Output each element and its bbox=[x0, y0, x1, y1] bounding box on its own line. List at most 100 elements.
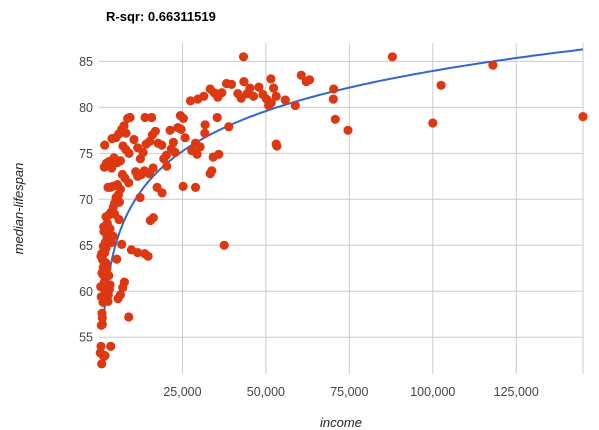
data-point bbox=[157, 188, 167, 198]
data-point bbox=[107, 163, 117, 173]
data-point bbox=[108, 231, 118, 241]
data-point bbox=[97, 359, 107, 369]
data-point bbox=[436, 80, 446, 90]
data-point bbox=[121, 145, 131, 155]
data-point bbox=[124, 312, 134, 322]
trendline bbox=[102, 48, 584, 319]
x-axis-title: income bbox=[320, 415, 362, 430]
data-point bbox=[113, 294, 123, 304]
data-point bbox=[190, 138, 201, 148]
x-tick-label: 50,000 bbox=[247, 385, 285, 399]
data-point bbox=[330, 114, 340, 124]
data-point bbox=[185, 96, 196, 106]
data-point bbox=[488, 60, 498, 70]
data-point bbox=[187, 146, 197, 156]
data-point bbox=[329, 84, 339, 94]
data-point bbox=[115, 156, 125, 166]
data-point bbox=[165, 125, 175, 135]
data-point bbox=[217, 88, 227, 98]
data-point bbox=[98, 270, 108, 280]
chart-title: R-sqr: 0.66311519 bbox=[106, 9, 216, 24]
data-point bbox=[98, 241, 108, 251]
data-point bbox=[101, 212, 111, 222]
data-point bbox=[112, 180, 122, 190]
data-point bbox=[245, 83, 255, 93]
data-point bbox=[112, 254, 122, 264]
y-tick-label: 70 bbox=[79, 193, 93, 207]
data-point bbox=[125, 112, 135, 123]
data-point bbox=[238, 52, 249, 62]
trendline-layer bbox=[102, 48, 584, 319]
data-point bbox=[161, 150, 171, 160]
data-point bbox=[170, 147, 180, 157]
data-point bbox=[148, 213, 158, 223]
data-point bbox=[133, 248, 143, 258]
grid-lines bbox=[99, 43, 584, 374]
data-point bbox=[121, 128, 131, 138]
data-point bbox=[224, 122, 234, 132]
data-point bbox=[269, 83, 279, 93]
data-point bbox=[199, 91, 209, 101]
data-point bbox=[105, 280, 115, 290]
data-point bbox=[176, 124, 186, 134]
data-point bbox=[150, 126, 160, 136]
x-tick-label: 100,000 bbox=[410, 385, 455, 399]
data-point bbox=[140, 112, 150, 123]
data-point bbox=[290, 100, 300, 111]
data-point bbox=[219, 240, 229, 250]
data-point bbox=[97, 249, 107, 259]
y-tick-label: 80 bbox=[79, 101, 93, 115]
x-tick-label: 75,000 bbox=[330, 385, 368, 399]
data-point bbox=[178, 113, 188, 123]
data-point bbox=[96, 341, 106, 351]
data-point bbox=[105, 224, 115, 234]
data-point bbox=[101, 287, 111, 297]
data-point bbox=[147, 112, 157, 123]
data-point bbox=[212, 112, 222, 123]
data-point bbox=[114, 197, 124, 207]
data-point bbox=[428, 118, 438, 128]
data-point bbox=[106, 341, 116, 351]
data-point bbox=[280, 95, 290, 105]
data-point bbox=[178, 181, 188, 191]
data-point bbox=[97, 313, 107, 323]
data-point bbox=[305, 75, 315, 85]
data-point bbox=[97, 319, 107, 329]
data-point bbox=[157, 140, 167, 150]
data-point bbox=[271, 139, 281, 149]
data-point bbox=[214, 149, 224, 159]
data-point bbox=[99, 351, 109, 362]
data-point bbox=[226, 79, 237, 89]
data-point bbox=[114, 214, 124, 225]
data-point bbox=[200, 120, 210, 130]
data-point bbox=[148, 163, 158, 173]
data-point bbox=[207, 166, 217, 176]
data-point bbox=[118, 283, 128, 293]
x-axis-tick-labels: 25,000 50,000 75,000 100,000 125,000 bbox=[163, 385, 539, 399]
data-point bbox=[200, 128, 210, 138]
data-point bbox=[296, 70, 306, 80]
data-point bbox=[343, 125, 353, 135]
y-tick-label: 75 bbox=[79, 147, 93, 161]
data-point bbox=[271, 91, 281, 101]
data-point bbox=[162, 161, 172, 171]
data-point bbox=[328, 94, 338, 104]
data-point bbox=[117, 239, 127, 249]
data-point bbox=[266, 98, 276, 108]
data-point bbox=[578, 112, 588, 122]
data-point bbox=[135, 192, 145, 203]
data-point bbox=[180, 133, 190, 143]
y-tick-label: 55 bbox=[79, 331, 93, 345]
data-point bbox=[266, 74, 276, 84]
data-point bbox=[129, 134, 139, 145]
data-point bbox=[100, 140, 110, 150]
x-tick-label: 125,000 bbox=[494, 385, 539, 399]
data-point bbox=[117, 169, 127, 180]
data-point bbox=[190, 182, 201, 192]
data-point bbox=[103, 296, 113, 306]
data-point bbox=[138, 147, 148, 157]
data-point bbox=[387, 52, 397, 62]
y-tick-label: 60 bbox=[79, 285, 93, 299]
data-point bbox=[143, 251, 153, 261]
